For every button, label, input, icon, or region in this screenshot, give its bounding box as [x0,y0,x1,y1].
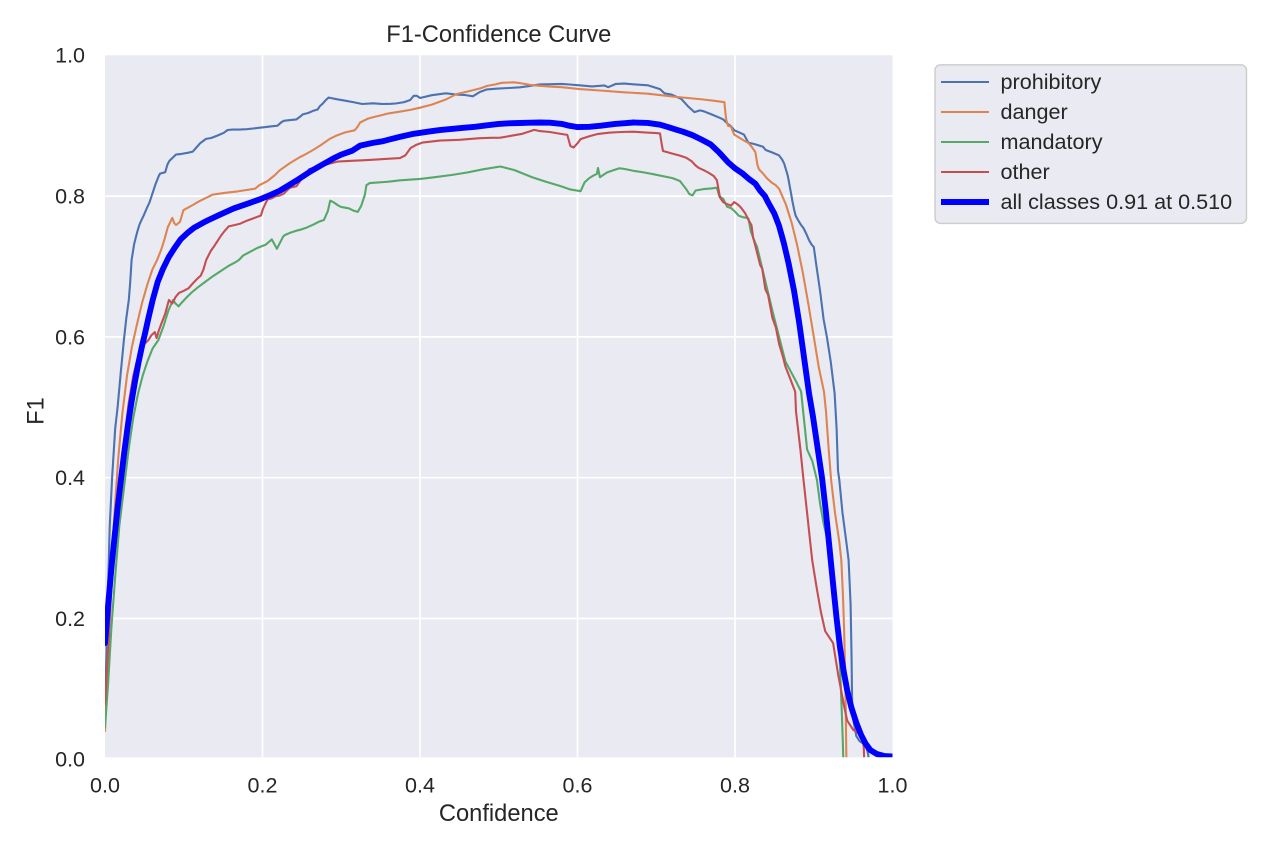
svg-text:0.6: 0.6 [55,325,85,349]
svg-text:F1-Confidence Curve: F1-Confidence Curve [386,22,611,48]
svg-text:F1: F1 [24,397,50,425]
svg-text:1.0: 1.0 [55,44,85,68]
svg-text:prohibitory: prohibitory [1001,69,1102,94]
svg-text:0.4: 0.4 [55,466,85,490]
svg-text:0.8: 0.8 [55,185,85,209]
svg-text:0.2: 0.2 [248,774,278,798]
svg-text:0.2: 0.2 [55,607,85,631]
svg-text:mandatory: mandatory [1001,129,1103,154]
svg-text:other: other [1001,159,1050,184]
svg-text:0.8: 0.8 [720,774,750,798]
svg-text:danger: danger [1001,99,1068,124]
svg-text:0.0: 0.0 [55,748,85,772]
svg-text:all classes 0.91 at 0.510: all classes 0.91 at 0.510 [1001,189,1233,214]
svg-text:0.4: 0.4 [405,774,435,798]
svg-text:0.0: 0.0 [90,774,120,798]
svg-text:0.6: 0.6 [563,774,593,798]
svg-text:1.0: 1.0 [878,774,908,798]
svg-text:Confidence: Confidence [439,801,559,827]
